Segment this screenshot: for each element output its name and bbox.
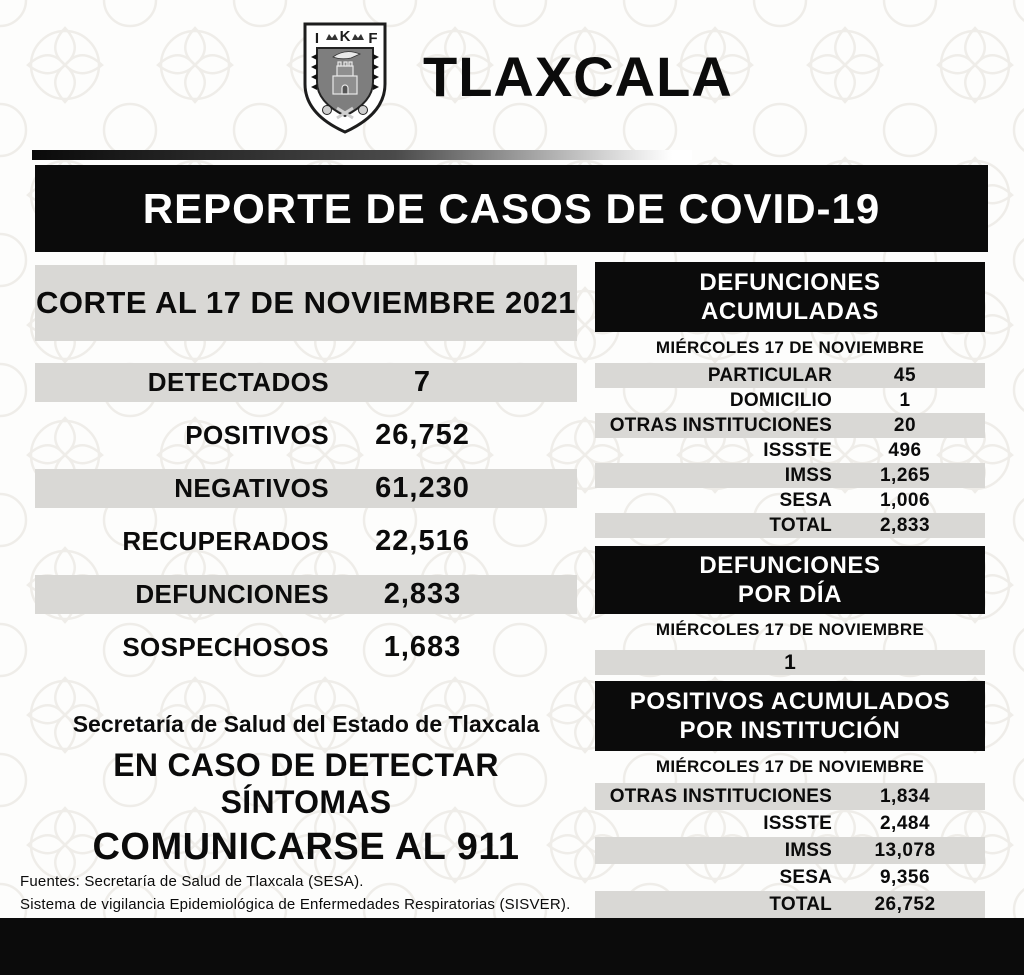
table-row: IMSS 1,265: [595, 463, 985, 488]
section-title-line: POSITIVOS ACUMULADOS: [629, 688, 951, 715]
deaths-cumulative-header: DEFUNCIONES ACUMULADAS: [595, 262, 985, 332]
stat-value: 61,230: [375, 472, 470, 504]
row-value: 26,752: [874, 893, 936, 915]
gradient-divider: [32, 150, 692, 160]
table-row: TOTAL 2,833: [595, 513, 985, 538]
sources-note: Fuentes: Secretaría de Salud de Tlaxcala…: [20, 870, 620, 916]
deaths-cumulative-table: PARTICULAR 45 DOMICILIO 1 OTRAS INSTITUC…: [595, 363, 985, 538]
section-date: MIÉRCOLES 17 DE NOVIEMBRE: [655, 757, 925, 776]
row-value: 9,356: [879, 866, 931, 888]
institution-breakdown-panel: DEFUNCIONES ACUMULADAS MIÉRCOLES 17 DE N…: [595, 262, 985, 918]
positives-by-institution-table: OTRAS INSTITUCIONES 1,834 ISSSTE 2,484 I…: [595, 783, 985, 918]
cutoff-date-header: CORTE AL 17 DE NOVIEMBRE 2021: [35, 265, 577, 341]
svg-text:F: F: [368, 30, 377, 47]
row-label: TOTAL: [769, 514, 832, 536]
summary-stats-table: DETECTADOS 7 POSITIVOS 26,752 NEGATIVOS …: [35, 363, 577, 667]
table-row: DETECTADOS 7: [35, 363, 577, 402]
svg-text:I: I: [315, 30, 319, 47]
row-label: SESA: [779, 866, 832, 888]
stat-value: 2,833: [383, 578, 462, 610]
row-value: 496: [888, 439, 922, 461]
source-line: Fuentes: Secretaría de Salud de Tlaxcala…: [20, 873, 364, 890]
row-value: 1,006: [879, 489, 931, 511]
report-title: REPORTE DE CASOS DE COVID-19: [142, 184, 881, 232]
row-label: DOMICILIO: [729, 389, 832, 411]
row-label: ISSSTE: [763, 812, 832, 834]
footer-bar: [0, 918, 1024, 975]
row-value: 13,078: [874, 839, 936, 861]
tlaxcala-coat-of-arms-icon: I K F: [303, 22, 387, 134]
section-title-line: ACUMULADAS: [701, 298, 879, 325]
stat-value: 26,752: [375, 419, 470, 451]
stat-label: SOSPECHOSOS: [122, 632, 329, 662]
table-row: ISSSTE 2,484: [595, 810, 985, 837]
table-row: ISSSTE 496: [595, 438, 985, 463]
table-row: IMSS 13,078: [595, 837, 985, 864]
stat-label: RECUPERADOS: [122, 526, 329, 556]
table-row: NEGATIVOS 61,230: [35, 469, 577, 508]
stat-value: 1,683: [383, 631, 462, 663]
cta-call-911-line: COMUNICARSE AL 911: [92, 826, 520, 868]
stat-label: POSITIVOS: [185, 420, 329, 450]
row-value: 2,833: [879, 514, 931, 536]
section-title-line: POR INSTITUCIÓN: [679, 717, 901, 744]
deaths-per-day-value: 1: [595, 650, 985, 675]
table-row: SOSPECHOSOS 1,683: [35, 628, 577, 667]
svg-text:K: K: [340, 28, 351, 45]
deaths-per-day-header: DEFUNCIONES POR DÍA: [595, 546, 985, 614]
source-line: Sistema de vigilancia Epidemiológica de …: [20, 896, 571, 913]
table-row: OTRAS INSTITUCIONES 1,834: [595, 783, 985, 810]
state-summary-panel: CORTE AL 17 DE NOVIEMBRE 2021 DETECTADOS…: [35, 265, 577, 869]
row-label: OTRAS INSTITUCIONES: [609, 785, 832, 807]
stat-label: NEGATIVOS: [174, 473, 329, 503]
stat-label: DETECTADOS: [147, 367, 329, 397]
section-title-line: POR DÍA: [737, 581, 843, 608]
section-title-line: DEFUNCIONES: [699, 552, 881, 579]
issuer-line: Secretaría de Salud del Estado de Tlaxca…: [72, 711, 540, 737]
row-value: 1,834: [879, 785, 931, 807]
row-value: 20: [893, 414, 917, 436]
table-row: DEFUNCIONES 2,833: [35, 575, 577, 614]
row-label: OTRAS INSTITUCIONES: [609, 414, 832, 436]
row-label: SESA: [779, 489, 832, 511]
table-row: SESA 9,356: [595, 864, 985, 891]
brand-name: TLAXCALA: [423, 45, 733, 108]
cutoff-date-text: CORTE AL 17 DE NOVIEMBRE 2021: [36, 285, 576, 320]
row-label: TOTAL: [769, 893, 832, 915]
table-row: RECUPERADOS 22,516: [35, 522, 577, 561]
row-value: 1: [899, 389, 911, 411]
row-value: 45: [893, 364, 917, 386]
report-title-banner: REPORTE DE CASOS DE COVID-19: [35, 165, 988, 252]
stat-value: 22,516: [375, 525, 470, 557]
positives-by-institution-header: POSITIVOS ACUMULADOS POR INSTITUCIÓN: [595, 681, 985, 751]
row-label: ISSSTE: [763, 439, 832, 461]
cta-symptoms-line: EN CASO DE DETECTAR SÍNTOMAS: [113, 747, 499, 820]
table-row: SESA 1,006: [595, 488, 985, 513]
row-value: 1,265: [879, 464, 931, 486]
table-row: POSITIVOS 26,752: [35, 416, 577, 455]
row-label: IMSS: [784, 464, 832, 486]
stat-label: DEFUNCIONES: [135, 579, 329, 609]
section-date: MIÉRCOLES 17 DE NOVIEMBRE: [655, 338, 925, 357]
table-row: DOMICILIO 1: [595, 388, 985, 413]
section-title-line: DEFUNCIONES: [699, 269, 881, 296]
section-date: MIÉRCOLES 17 DE NOVIEMBRE: [655, 620, 925, 639]
stat-value: 7: [413, 366, 432, 398]
table-row: OTRAS INSTITUCIONES 20: [595, 413, 985, 438]
row-label: PARTICULAR: [707, 364, 832, 386]
row-value: 2,484: [879, 812, 931, 834]
table-row: PARTICULAR 45: [595, 363, 985, 388]
row-label: IMSS: [784, 839, 832, 861]
table-row: TOTAL 26,752: [595, 891, 985, 918]
